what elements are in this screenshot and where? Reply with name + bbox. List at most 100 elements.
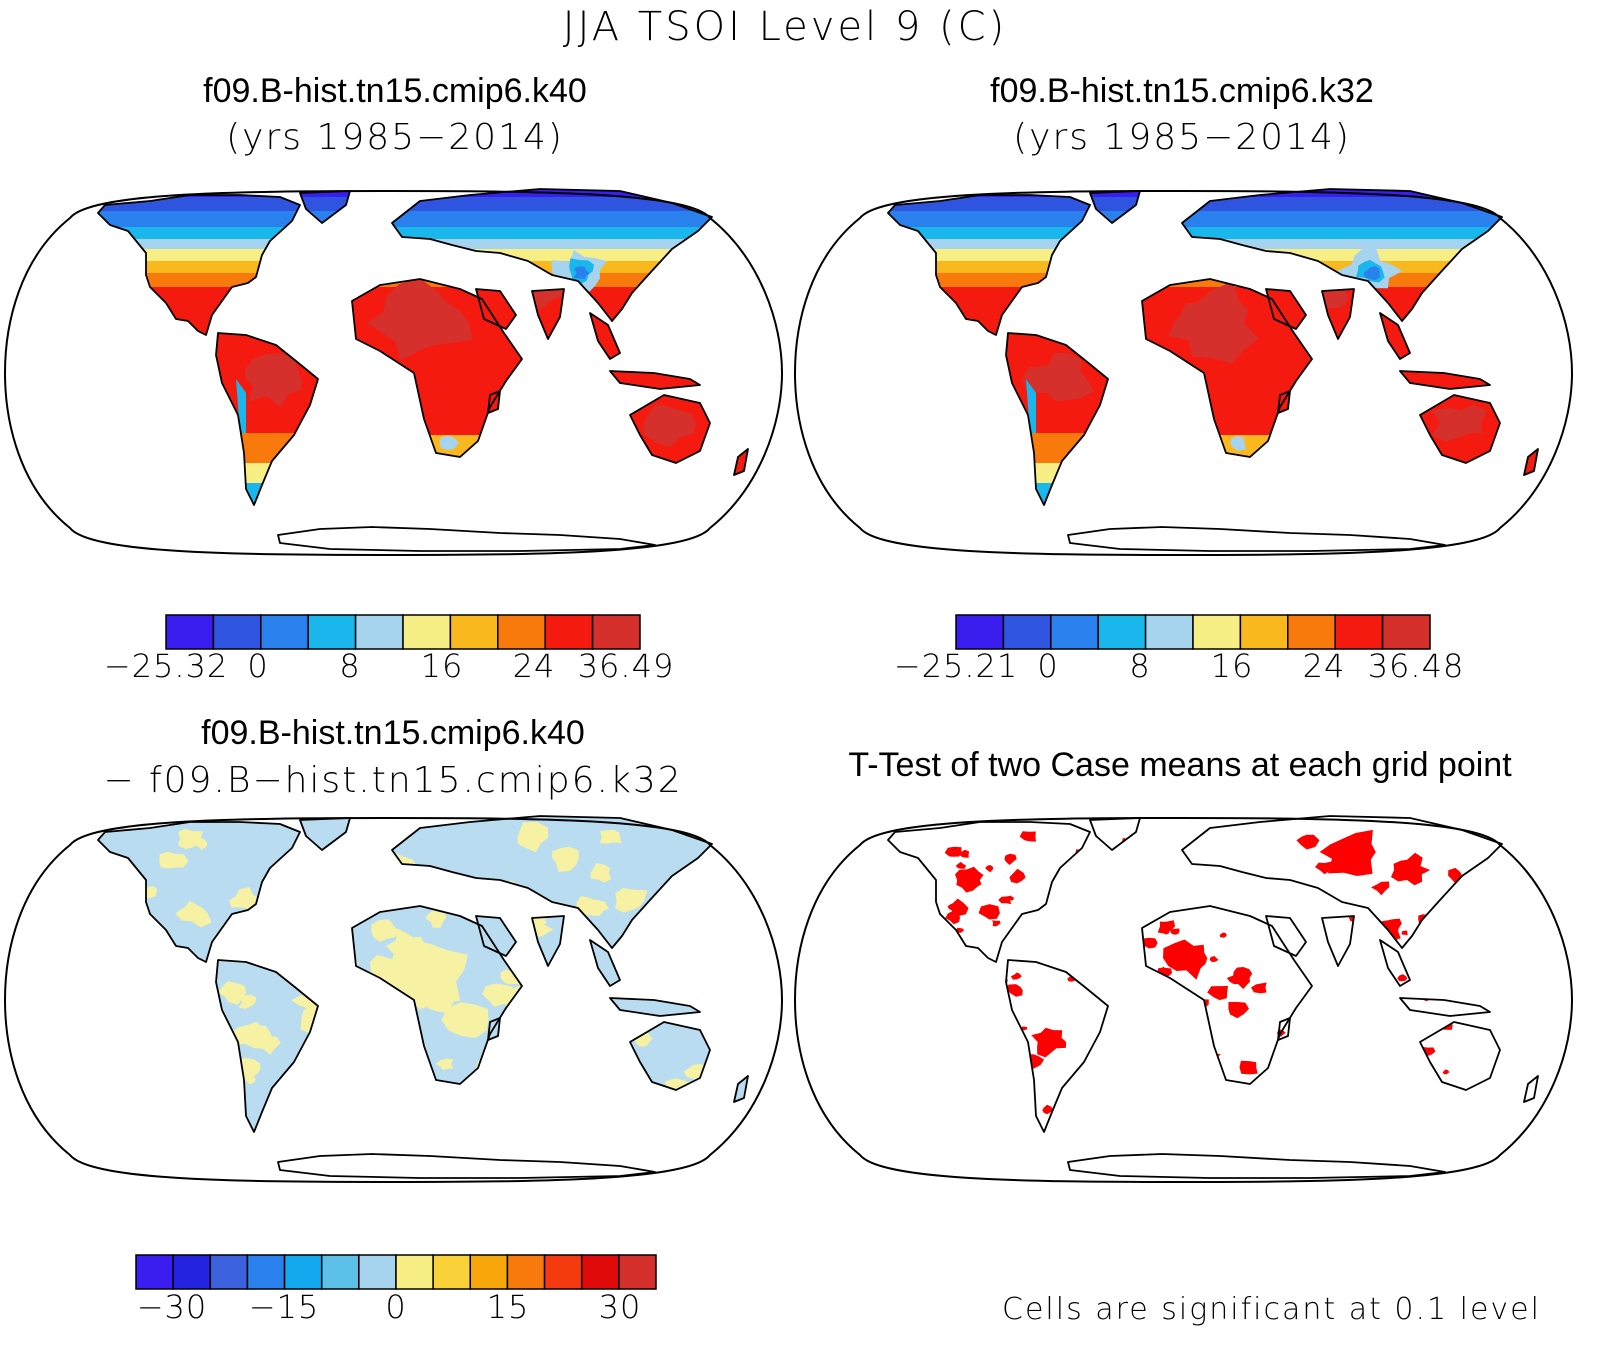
coastline xyxy=(1523,448,1539,476)
coastline xyxy=(887,821,1091,963)
tick-label: 0 xyxy=(1037,647,1059,685)
colorbar-swatch xyxy=(618,1254,657,1290)
colorbar-swatch xyxy=(395,1254,434,1290)
coastline xyxy=(629,1021,711,1091)
tick-label: −25.32 xyxy=(103,647,229,685)
coastline xyxy=(351,905,523,1085)
tick-label: 15 xyxy=(486,1288,530,1326)
panel-title-bottom-left: f09.B-hist.tn15.cmip6.k40 xyxy=(201,714,585,752)
coastline xyxy=(1141,278,1313,458)
map-bottom-right xyxy=(793,815,1574,1184)
coastline xyxy=(215,332,319,506)
colorbar-swatch xyxy=(246,1254,286,1290)
panel-subtitle-top-left: (yrs 1985−2014) xyxy=(226,117,564,158)
coastline xyxy=(277,1153,656,1179)
colorbar-swatch xyxy=(497,614,546,650)
colorbar-swatch xyxy=(591,614,641,650)
map-top-right xyxy=(793,188,1574,557)
land-fill xyxy=(888,816,1538,1178)
coastline xyxy=(1277,1017,1291,1041)
colorbar-swatch xyxy=(1334,614,1384,650)
colorbar-swatch xyxy=(506,1254,546,1290)
colorbar-swatch xyxy=(1287,614,1336,650)
coastline xyxy=(1321,288,1355,340)
colorbar-swatch xyxy=(543,1254,583,1290)
coastline xyxy=(1265,915,1307,957)
colorbar-swatch xyxy=(307,614,357,650)
coastline xyxy=(487,1017,501,1041)
coastline xyxy=(1277,390,1291,414)
panel-subtitle-bottom-left: − f09.B−hist.tn15.cmip6.k32 xyxy=(103,760,683,801)
colorbar-k40 xyxy=(165,614,641,650)
figure-title: JJA TSOI Level 9 (C) xyxy=(562,4,1008,50)
panel-subtitle-top-right: (yrs 1985−2014) xyxy=(1013,117,1351,158)
coastline xyxy=(215,959,319,1133)
coastline xyxy=(97,821,301,963)
coastline xyxy=(1419,1021,1501,1091)
coastline xyxy=(733,448,749,476)
tick-label: 36.49 xyxy=(577,647,675,685)
tick-label: 24 xyxy=(1302,647,1346,685)
land-fill xyxy=(98,816,748,1178)
colorbar-swatch xyxy=(1144,614,1194,650)
coastline xyxy=(1321,915,1355,967)
coastline xyxy=(391,815,713,949)
coastline xyxy=(1379,939,1411,987)
colorbar-swatch xyxy=(449,614,499,650)
panel-title-bottom-right: T-Test of two Case means at each grid po… xyxy=(848,746,1512,784)
colorbar-swatch xyxy=(358,1254,397,1290)
map-outline xyxy=(3,189,784,557)
colorbar-swatch xyxy=(432,1254,472,1290)
tick-label: 30 xyxy=(598,1288,642,1326)
colorbar-swatch xyxy=(283,1254,323,1290)
tick-label: 16 xyxy=(1210,647,1254,685)
colorbar-swatch xyxy=(260,614,309,650)
coastline xyxy=(1399,370,1491,390)
tick-label: −15 xyxy=(248,1288,320,1326)
map-outline xyxy=(3,816,784,1184)
coastline xyxy=(487,390,501,414)
coastline xyxy=(531,915,565,967)
coastline xyxy=(1523,1075,1539,1103)
coastline xyxy=(589,939,621,987)
tick-label: −25.21 xyxy=(893,647,1019,685)
colorbar-swatch xyxy=(469,1254,509,1290)
coastline xyxy=(1181,815,1503,949)
coastline xyxy=(887,194,1091,336)
coastline xyxy=(1379,312,1411,360)
coastline xyxy=(1005,959,1109,1133)
map-outline xyxy=(793,189,1574,557)
tick-label: 36.48 xyxy=(1367,647,1465,685)
colorbar-swatch xyxy=(1239,614,1289,650)
coastline xyxy=(475,288,517,330)
significance-note: Cells are significant at 0.1 level xyxy=(1002,1292,1541,1327)
coastline xyxy=(609,370,701,390)
land-fill xyxy=(98,189,748,551)
coastline xyxy=(1181,188,1503,322)
panel-title-top-right: f09.B-hist.tn15.cmip6.k32 xyxy=(990,72,1374,110)
coastline xyxy=(97,194,301,336)
tick-label: −30 xyxy=(136,1288,208,1326)
colorbar-k32 xyxy=(955,614,1431,650)
colorbar-swatch xyxy=(1381,614,1431,650)
coastline xyxy=(1005,332,1109,506)
colorbar-swatch xyxy=(354,614,404,650)
coastline xyxy=(351,278,523,458)
map-top-left xyxy=(3,188,784,557)
tick-label: 8 xyxy=(1129,647,1151,685)
map-bottom-left xyxy=(3,815,784,1184)
land-fill xyxy=(888,189,1538,551)
tick-label: 24 xyxy=(512,647,556,685)
coastline xyxy=(629,394,711,464)
coastline xyxy=(1067,1153,1446,1179)
coastline xyxy=(1419,394,1501,464)
colorbar-swatch xyxy=(165,614,215,650)
colorbar-swatch xyxy=(1050,614,1099,650)
coastline xyxy=(609,997,701,1017)
colorbar-swatch xyxy=(580,1254,620,1290)
colorbar-swatch xyxy=(135,1254,174,1290)
colorbar-swatch xyxy=(1097,614,1147,650)
map-outline xyxy=(793,816,1574,1184)
colorbar-swatch xyxy=(209,1254,249,1290)
colorbar-swatch xyxy=(402,614,452,650)
